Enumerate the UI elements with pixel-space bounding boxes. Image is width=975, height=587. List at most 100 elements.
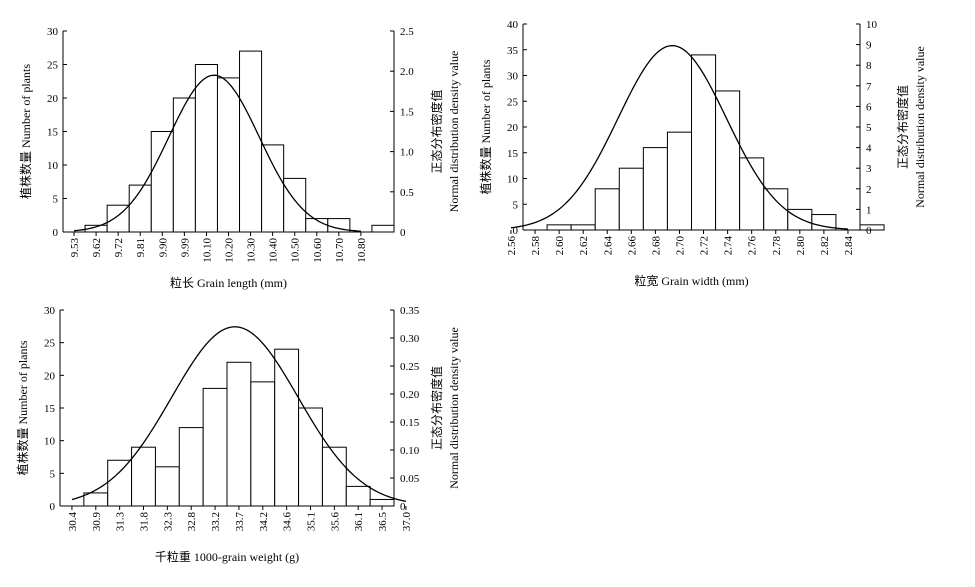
left-y-axis-title: 植株数量 Number of plants bbox=[15, 340, 30, 475]
normal-distribution-curve bbox=[510, 45, 849, 230]
x-tick-label: 2.66 bbox=[626, 236, 638, 256]
right-y-tick-label: 4 bbox=[866, 143, 872, 155]
x-axis-title: 千粒重 1000-grain weight (g) bbox=[155, 549, 299, 564]
histogram-bar bbox=[369, 498, 395, 507]
histogram-bar bbox=[642, 147, 668, 231]
histogram-bar bbox=[739, 157, 765, 231]
right-y-tick-label: 0.25 bbox=[400, 361, 420, 373]
right-y-axis-title-cn: 正态分布密度值 bbox=[429, 366, 444, 450]
x-tick-label: 2.60 bbox=[554, 236, 566, 256]
left-y-tick-label: 15 bbox=[47, 127, 59, 139]
histogram-bar bbox=[546, 224, 572, 231]
x-tick-label: 2.70 bbox=[674, 236, 686, 256]
histogram-bar bbox=[859, 224, 885, 231]
x-tick-label: 2.80 bbox=[795, 236, 807, 256]
right-y-tick-label: 6 bbox=[866, 101, 872, 113]
histogram-bar bbox=[83, 492, 109, 507]
left-y-tick-label: 30 bbox=[44, 305, 56, 317]
right-y-axis-title-en: Normal distribution density value bbox=[913, 46, 927, 208]
x-tick-label: 10.30 bbox=[246, 237, 258, 262]
right-y-tick-label: 9 bbox=[866, 40, 872, 52]
left-y-tick-label: 20 bbox=[507, 122, 519, 134]
x-tick-label: 35.6 bbox=[329, 512, 341, 532]
histogram-bar bbox=[261, 144, 285, 233]
x-tick-label: 10.60 bbox=[312, 238, 324, 263]
histogram-bar bbox=[216, 77, 241, 233]
histogram-bar bbox=[250, 381, 276, 507]
x-tick-label: 9.62 bbox=[91, 238, 103, 257]
left-y-tick-label: 5 bbox=[513, 199, 519, 211]
right-y-tick-label: 0.5 bbox=[400, 187, 414, 199]
x-tick-label: 9.72 bbox=[113, 238, 125, 257]
right-y-tick-label: 7 bbox=[866, 81, 872, 93]
histogram-bar bbox=[172, 97, 196, 233]
right-y-tick-label: 8 bbox=[866, 60, 872, 72]
x-tick-label: 2.84 bbox=[843, 236, 855, 256]
right-y-tick-label: 1.5 bbox=[400, 106, 414, 118]
left-y-tick-label: 20 bbox=[44, 370, 56, 382]
left-y-tick-label: 25 bbox=[44, 338, 56, 350]
right-y-tick-label: 1 bbox=[866, 204, 872, 216]
x-tick-label: 2.64 bbox=[602, 236, 614, 256]
x-tick-label: 2.76 bbox=[747, 236, 759, 256]
x-axis-title: 粒长 Grain length (mm) bbox=[170, 275, 287, 290]
right-y-tick-label: 1.0 bbox=[400, 147, 414, 159]
x-tick-label: 35.1 bbox=[306, 512, 318, 531]
x-tick-label: 33.2 bbox=[210, 512, 222, 531]
right-y-tick-label: 10 bbox=[866, 19, 878, 31]
x-tick-label: 32.3 bbox=[162, 512, 174, 532]
x-tick-label: 36.1 bbox=[353, 512, 365, 531]
histogram-bar bbox=[371, 224, 395, 233]
grain-length-histogram: 0 5 10 15 20 25 30 0 0.5 1.0 1.5 2.0 2.5 9.53 9.62 9.72… bbox=[18, 26, 461, 290]
left-y-tick-label: 20 bbox=[47, 93, 59, 105]
x-tick-label: 9.53 bbox=[69, 238, 81, 258]
left-y-tick-label: 25 bbox=[47, 60, 59, 72]
x-tick-label: 34.6 bbox=[282, 512, 294, 532]
x-tick-label: 10.20 bbox=[224, 238, 236, 263]
right-y-tick-label: 3 bbox=[866, 163, 872, 175]
right-y-tick-label: 0 bbox=[866, 225, 872, 237]
histogram-bar bbox=[107, 459, 133, 507]
x-tick-label: 2.82 bbox=[819, 236, 831, 255]
histogram-bar bbox=[283, 177, 307, 233]
x-tick-label: 10.40 bbox=[268, 238, 280, 263]
right-y-tick-label: 0.35 bbox=[400, 305, 420, 317]
x-tick-label: 30.4 bbox=[67, 512, 79, 532]
x-tick-label: 9.99 bbox=[179, 238, 191, 258]
left-y-tick-label: 10 bbox=[44, 436, 56, 448]
histogram-bar bbox=[202, 387, 228, 507]
x-tick-label: 30.9 bbox=[91, 512, 103, 532]
histogram-bar bbox=[128, 184, 152, 233]
histogram-bar bbox=[274, 348, 300, 507]
left-y-tick-label: 15 bbox=[507, 148, 519, 160]
left-y-tick-label: 5 bbox=[53, 194, 59, 206]
left-y-axis-title: 植株数量 Number of plants bbox=[478, 59, 493, 194]
left-y-tick-label: 5 bbox=[50, 468, 56, 480]
x-tick-label: 31.3 bbox=[115, 512, 127, 532]
grain-width-histogram: 0 5 10 15 20 25 30 35 40 0 1 2 3 4 5 6 7 8 9 10 2.56 2.58 2.60… bbox=[478, 19, 927, 288]
x-tick-label: 2.74 bbox=[723, 236, 735, 256]
histogram-bar bbox=[226, 361, 252, 507]
histogram-bar bbox=[763, 188, 789, 231]
right-y-tick-label: 2.5 bbox=[400, 26, 414, 38]
histogram-bar bbox=[787, 208, 813, 231]
left-y-tick-label: 40 bbox=[507, 19, 519, 31]
x-tick-label: 2.58 bbox=[530, 236, 542, 256]
x-tick-label: 2.62 bbox=[578, 236, 590, 255]
histogram-bar bbox=[618, 167, 644, 231]
x-tick-label: 2.72 bbox=[699, 236, 711, 255]
histogram-bar bbox=[178, 427, 204, 507]
x-tick-label: 9.90 bbox=[157, 238, 169, 258]
right-y-tick-label: 0.30 bbox=[400, 333, 420, 345]
histogram-bar bbox=[239, 50, 263, 233]
histogram-bar bbox=[594, 188, 620, 231]
histogram-bar bbox=[691, 54, 717, 231]
normal-distribution-curve bbox=[73, 74, 361, 232]
x-tick-label: 33.7 bbox=[234, 512, 246, 532]
right-y-axis-title-en: Normal distribution density value bbox=[447, 51, 461, 213]
histogram-bar bbox=[570, 224, 596, 231]
normal-distribution-curve bbox=[71, 326, 407, 503]
x-tick-label: 2.56 bbox=[506, 236, 518, 256]
left-y-tick-label: 15 bbox=[44, 403, 56, 415]
grain-weight-histogram: 0 5 10 15 20 25 30 0 0.05 0.10 0.15 0.20 0.25 0.30 0.3… bbox=[15, 305, 461, 564]
